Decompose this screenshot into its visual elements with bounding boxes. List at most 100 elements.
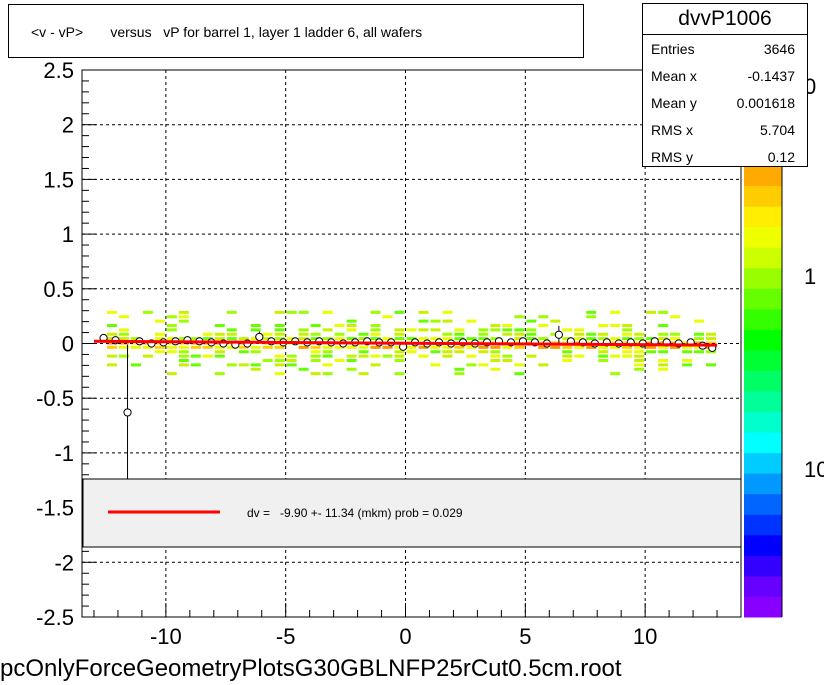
- density-cell: [394, 337, 405, 341]
- density-cell: [622, 332, 633, 336]
- density-cell: [490, 354, 501, 358]
- density-cell: [202, 354, 213, 358]
- density-cell: [406, 337, 417, 341]
- y-tick-label: -1: [54, 441, 74, 466]
- density-cell: [430, 345, 441, 349]
- density-cell: [466, 363, 477, 367]
- density-cell: [490, 350, 501, 354]
- density-cell: [418, 319, 429, 323]
- density-cell: [526, 332, 537, 336]
- color-scale-cell: [744, 288, 782, 310]
- density-cell: [622, 337, 633, 341]
- density-cell: [418, 345, 429, 349]
- density-cell: [514, 372, 525, 376]
- density-cell: [430, 363, 441, 367]
- density-cell: [586, 332, 597, 336]
- density-cell: [214, 337, 225, 341]
- density-cell: [370, 363, 381, 367]
- density-cell: [166, 372, 177, 376]
- density-cell: [670, 337, 681, 341]
- stats-row-rms-y: RMS y 0.12: [643, 144, 807, 170]
- color-scale-cell: [744, 370, 782, 392]
- plot-title-box: <v - vP> versus vP for barrel 1, layer 1…: [8, 4, 584, 58]
- density-cell: [214, 323, 225, 327]
- density-cell: [274, 354, 285, 358]
- density-cell: [310, 337, 321, 341]
- density-cell: [694, 319, 705, 323]
- density-cell: [310, 345, 321, 349]
- density-cell: [418, 310, 429, 314]
- x-tick-label: 10: [633, 624, 657, 649]
- density-cell: [682, 359, 693, 363]
- density-cell: [490, 337, 501, 341]
- density-cell: [574, 328, 585, 332]
- density-cell: [658, 350, 669, 354]
- density-cell: [346, 323, 357, 327]
- density-cell: [358, 354, 369, 358]
- density-cell: [322, 337, 333, 341]
- density-cell: [238, 345, 249, 349]
- stats-label: RMS y: [651, 149, 693, 165]
- density-cell: [130, 345, 141, 349]
- density-cell: [118, 337, 129, 341]
- density-cell: [694, 332, 705, 336]
- density-cell: [154, 337, 165, 341]
- y-tick-label: -2.5: [36, 605, 74, 630]
- density-cell: [154, 319, 165, 323]
- density-cell: [538, 323, 549, 327]
- density-cell: [178, 345, 189, 349]
- density-cell: [226, 337, 237, 341]
- density-cell: [286, 363, 297, 367]
- histogram-name: dvvP1006: [643, 4, 807, 35]
- y-tick-label: -2: [54, 550, 74, 575]
- density-cell: [430, 328, 441, 332]
- density-cell: [598, 350, 609, 354]
- density-cell: [310, 354, 321, 358]
- density-cell: [310, 350, 321, 354]
- y-tick-label: 2.5: [43, 58, 74, 83]
- density-cell: [274, 359, 285, 363]
- density-cell: [394, 310, 405, 314]
- density-cell: [274, 337, 285, 341]
- density-cell: [118, 332, 129, 336]
- file-name-footer: pcOnlyForceGeometryPlotsG30GBLNFP25rCut0…: [0, 655, 622, 682]
- density-cell: [634, 354, 645, 358]
- density-cell: [610, 337, 621, 341]
- density-cell: [298, 310, 309, 314]
- density-cell: [202, 332, 213, 336]
- density-cell: [682, 345, 693, 349]
- density-cell: [118, 354, 129, 358]
- axes: -2.5 -2 -1.5 -1 -0.5 0 0.5 1 1.5 2 2.5 -10 -5 0 5 10: [36, 58, 742, 649]
- density-cell: [142, 310, 153, 314]
- y-tick-label: -1.5: [36, 496, 74, 521]
- density-cell: [190, 354, 201, 358]
- density-cell: [706, 341, 717, 345]
- density-cell: [658, 337, 669, 341]
- density-cell: [610, 310, 621, 314]
- density-cell: [478, 337, 489, 341]
- density-cell: [346, 367, 357, 371]
- density-cell: [142, 345, 153, 349]
- stats-value: 0.001618: [736, 95, 795, 111]
- density-cell: [622, 323, 633, 327]
- density-cell: [370, 323, 381, 327]
- density-cell: [118, 345, 129, 349]
- color-scale-cell: [744, 411, 782, 433]
- color-scale-cell: [744, 349, 782, 371]
- density-cell: [430, 337, 441, 341]
- density-cell: [106, 332, 117, 336]
- density-cell: [226, 332, 237, 336]
- density-cell: [538, 315, 549, 319]
- density-cell: [394, 372, 405, 376]
- density-cell: [454, 372, 465, 376]
- density-cell: [106, 363, 117, 367]
- density-cell: [502, 345, 513, 349]
- density-cell: [334, 359, 345, 363]
- density-cell: [598, 354, 609, 358]
- density-cell: [598, 332, 609, 336]
- density-cell: [538, 363, 549, 367]
- density-cell: [394, 328, 405, 332]
- density-cell: [634, 350, 645, 354]
- density-cell: [406, 345, 417, 349]
